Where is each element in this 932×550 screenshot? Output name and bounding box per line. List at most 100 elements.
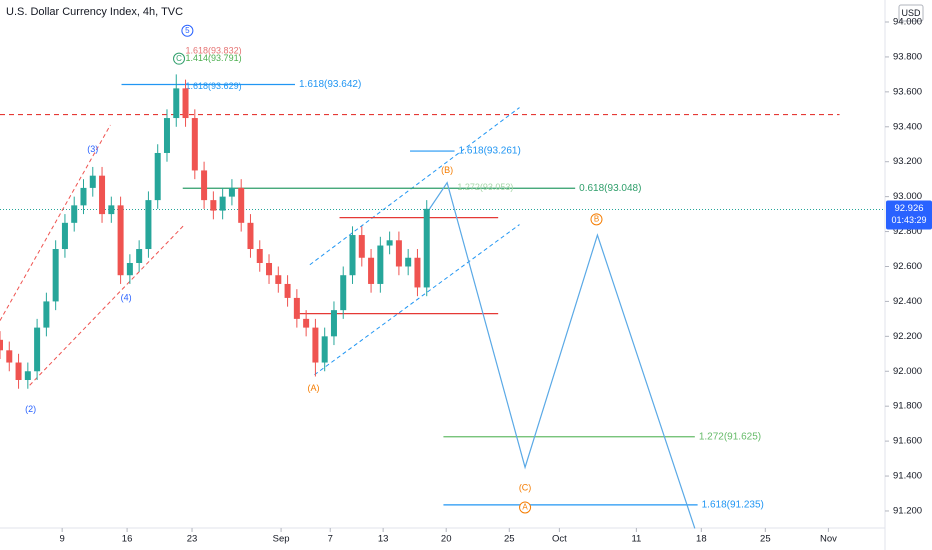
x-tick-label: 13 — [378, 534, 389, 545]
wave-label-circle — [519, 501, 532, 514]
candle-body — [358, 235, 365, 258]
candle-body — [321, 336, 328, 363]
candle-body — [368, 257, 375, 284]
x-tick-label: 25 — [504, 534, 515, 545]
candle-body — [247, 222, 254, 250]
x-tick-label: 20 — [441, 534, 452, 545]
candle-body — [377, 245, 384, 284]
candle-body — [126, 262, 133, 276]
candle-body — [154, 152, 161, 201]
y-tick-label: 91.200 — [893, 505, 922, 516]
y-tick-label: 93.000 — [893, 191, 922, 202]
wave-label-circle — [181, 24, 194, 37]
wave-label: (C) — [519, 483, 532, 493]
wave-label: (B) — [441, 165, 453, 175]
x-tick-label: Nov — [820, 534, 837, 545]
fib-level-label: 0.618(93.048) — [579, 183, 641, 194]
candle-body — [24, 371, 31, 380]
x-tick-label: 18 — [696, 534, 707, 545]
candle-body — [219, 196, 226, 211]
candle-body — [15, 362, 22, 380]
candle-body — [201, 170, 208, 201]
candle-body — [284, 283, 291, 298]
candle-body — [173, 88, 180, 119]
candle-body — [414, 257, 421, 288]
x-tick-label: Sep — [273, 534, 290, 545]
fib-note: 1.618(93.832) — [186, 46, 242, 56]
y-tick-label: 91.600 — [893, 436, 922, 447]
fib-level-label: 1.618(91.235) — [702, 499, 764, 510]
candle-body — [340, 275, 347, 311]
candle-body — [386, 240, 393, 246]
candle-body — [108, 205, 115, 215]
candle-body — [349, 235, 356, 276]
price-tag-countdown: 01:43:29 — [891, 215, 926, 225]
x-tick-label: Oct — [552, 534, 567, 545]
wave-label: (3) — [87, 144, 98, 154]
candle-body — [256, 249, 263, 263]
y-tick-label: 92.600 — [893, 261, 922, 272]
wave-label: 5 — [185, 26, 190, 35]
candle-body — [61, 222, 68, 250]
candle-body — [89, 175, 96, 188]
price-tag-value: 92.926 — [894, 203, 923, 214]
candle-body — [80, 187, 87, 206]
fib-note: 1.272(93.053) — [457, 182, 513, 192]
chart-title: U.S. Dollar Currency Index, 4h, TVC — [6, 6, 183, 18]
y-tick-label: 93.400 — [893, 121, 922, 132]
x-tick-label: 23 — [187, 534, 198, 545]
x-tick-label: 11 — [631, 534, 641, 545]
y-tick-label: 91.800 — [893, 401, 922, 412]
candle-body — [145, 200, 152, 250]
candle-body — [228, 187, 235, 197]
candle-body — [275, 275, 282, 284]
fib-note: 1.414(93.791) — [186, 53, 242, 63]
trendline — [0, 124, 111, 321]
candle-body — [423, 208, 430, 288]
candle-body — [136, 249, 143, 263]
y-tick-label: 92.200 — [893, 331, 922, 342]
candle-body — [303, 318, 310, 328]
y-tick-label: 94.000 — [893, 17, 922, 28]
x-tick-label: 7 — [328, 534, 333, 545]
candle-body — [395, 240, 402, 267]
candle-body — [191, 118, 198, 171]
candle-body — [34, 327, 41, 372]
wave-label: A — [522, 503, 528, 512]
x-tick-label: 9 — [60, 534, 65, 545]
trendline — [314, 224, 520, 376]
candle-body — [43, 301, 50, 328]
candle-body — [312, 327, 319, 363]
y-tick-label: 93.200 — [893, 156, 922, 167]
candle-body — [0, 339, 3, 351]
candle-body — [163, 118, 170, 153]
currency-box[interactable] — [898, 4, 924, 22]
wave-label: (2) — [25, 404, 36, 414]
candle-body — [52, 249, 59, 302]
candle-body — [330, 310, 337, 337]
fib-note: 1.618(93.629) — [186, 81, 242, 91]
y-tick-label: 93.600 — [893, 86, 922, 97]
candle-body — [238, 187, 245, 223]
y-tick-label: 92.800 — [893, 226, 922, 237]
wave-label-circle — [173, 52, 186, 65]
candle-body — [99, 175, 106, 215]
candle-body — [405, 257, 412, 267]
candle-body — [71, 205, 78, 223]
candle-body — [182, 88, 189, 119]
wave-label: C — [176, 54, 182, 63]
candle-body — [293, 297, 300, 319]
wave-label: (4) — [121, 292, 132, 302]
fib-level-label: 1.272(91.625) — [699, 431, 761, 442]
currency[interactable]: USD — [901, 8, 921, 18]
x-tick-label: 16 — [122, 534, 133, 545]
y-tick-label: 91.400 — [893, 471, 922, 482]
y-tick-label: 92.400 — [893, 296, 922, 307]
wave-label-circle — [590, 213, 603, 226]
y-tick-label: 92.000 — [893, 366, 922, 377]
x-tick-label: 25 — [760, 534, 771, 545]
price-tag — [886, 200, 932, 230]
wave-label: B — [594, 214, 599, 223]
